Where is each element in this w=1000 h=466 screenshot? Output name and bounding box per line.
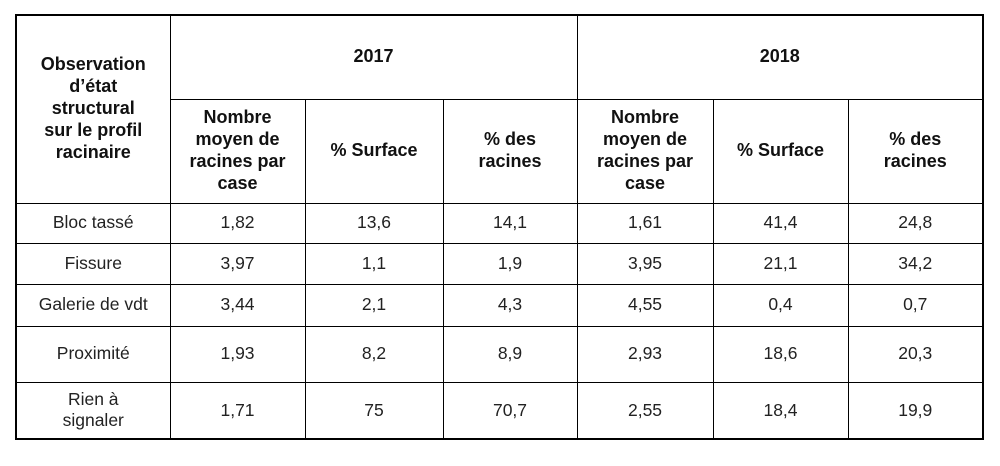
cell-value: 2,93 (576, 325, 714, 383)
corner-header-cell: Observation d’état structural sur le pro… (15, 14, 171, 204)
cell-value: 2,55 (576, 381, 714, 440)
subheader-2018-pct-surface: % Surface (712, 98, 849, 204)
year-header-2018: 2018 (576, 14, 984, 100)
cell-value: 70,7 (442, 381, 578, 440)
row-label: Galerie de vdt (15, 283, 171, 327)
cell-value: 4,55 (576, 283, 714, 327)
cell-value: 1,71 (169, 381, 306, 440)
cell-value: 1,61 (576, 202, 714, 244)
row-label: Bloc tassé (15, 202, 171, 244)
cell-value: 41,4 (712, 202, 849, 244)
table-row-proximite: Proximité 1,93 8,2 8,9 2,93 18,6 20,3 (15, 325, 984, 383)
subheader-2018-nombre-moyen: Nombre moyen de racines par case (576, 98, 714, 204)
cell-value: 2,1 (304, 283, 444, 327)
cell-value: 8,2 (304, 325, 444, 383)
subheader-2017-pct-surface: % Surface (304, 98, 444, 204)
cell-value: 8,9 (442, 325, 578, 383)
cell-value: 1,9 (442, 242, 578, 285)
cell-value: 18,4 (712, 381, 849, 440)
subheader-2018-pct-racines: % des racines (847, 98, 984, 204)
cell-value: 1,82 (169, 202, 306, 244)
cell-value: 20,3 (847, 325, 984, 383)
cell-value: 19,9 (847, 381, 984, 440)
cell-value: 3,97 (169, 242, 306, 285)
row-label: Proximité (15, 325, 171, 383)
cell-value: 1,93 (169, 325, 306, 383)
table-row-galerie-de-vdt: Galerie de vdt 3,44 2,1 4,3 4,55 0,4 0,7 (15, 283, 984, 327)
cell-value: 3,44 (169, 283, 306, 327)
cell-value: 14,1 (442, 202, 578, 244)
cell-value: 1,1 (304, 242, 444, 285)
table-row-rien-a-signaler: Rien à signaler 1,71 75 70,7 2,55 18,4 1… (15, 381, 984, 440)
table-row-fissure: Fissure 3,97 1,1 1,9 3,95 21,1 34,2 (15, 242, 984, 285)
cell-value: 18,6 (712, 325, 849, 383)
observations-table: Observation d’état structural sur le pro… (15, 14, 984, 440)
year-header-row: Observation d’état structural sur le pro… (15, 14, 984, 204)
subheader-2017-pct-racines: % des racines (442, 98, 578, 204)
cell-value: 0,4 (712, 283, 849, 327)
cell-value: 34,2 (847, 242, 984, 285)
year-header-2017: 2017 (169, 14, 578, 100)
row-label: Rien à signaler (15, 381, 171, 440)
cell-value: 21,1 (712, 242, 849, 285)
cell-value: 75 (304, 381, 444, 440)
cell-value: 4,3 (442, 283, 578, 327)
cell-value: 13,6 (304, 202, 444, 244)
cell-value: 3,95 (576, 242, 714, 285)
cell-value: 24,8 (847, 202, 984, 244)
row-label: Fissure (15, 242, 171, 285)
cell-value: 0,7 (847, 283, 984, 327)
table-row-bloc-tasse: Bloc tassé 1,82 13,6 14,1 1,61 41,4 24,8 (15, 202, 984, 244)
subheader-2017-nombre-moyen: Nombre moyen de racines par case (169, 98, 306, 204)
